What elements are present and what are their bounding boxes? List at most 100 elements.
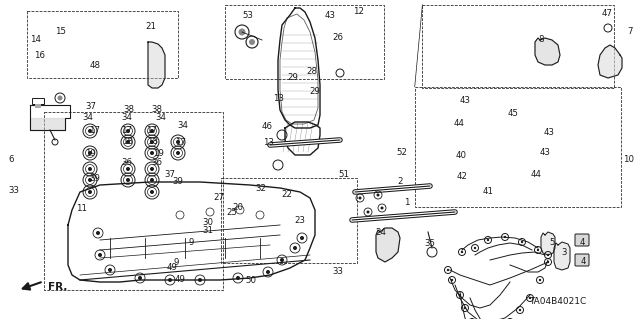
Text: 44: 44 (531, 170, 542, 179)
Circle shape (519, 309, 521, 311)
Bar (415, 87, 621, 207)
Text: 37: 37 (164, 170, 175, 179)
Text: 10: 10 (623, 155, 634, 164)
Circle shape (249, 39, 255, 45)
Text: 9: 9 (173, 258, 179, 267)
Text: 49: 49 (166, 263, 177, 272)
Text: 14: 14 (29, 35, 41, 44)
Text: 39: 39 (173, 177, 183, 186)
Circle shape (58, 95, 63, 100)
Text: 18: 18 (122, 137, 134, 146)
Text: 3: 3 (562, 248, 567, 256)
Text: 39: 39 (90, 174, 100, 182)
Text: 5: 5 (549, 238, 554, 247)
Text: 13: 13 (273, 94, 284, 103)
Circle shape (88, 190, 92, 194)
Text: 36: 36 (151, 158, 163, 167)
Text: 17: 17 (175, 138, 186, 147)
Text: 43: 43 (540, 148, 551, 157)
Circle shape (474, 247, 476, 249)
Circle shape (464, 307, 466, 309)
Text: 29: 29 (310, 87, 320, 96)
Circle shape (176, 140, 180, 144)
Text: 32: 32 (255, 184, 267, 193)
Text: 37: 37 (85, 102, 97, 111)
Polygon shape (541, 232, 555, 255)
Text: 43: 43 (459, 96, 470, 105)
Text: 30: 30 (202, 218, 214, 227)
Circle shape (126, 178, 130, 182)
Text: 19: 19 (86, 149, 96, 158)
Circle shape (150, 129, 154, 133)
Circle shape (126, 129, 130, 133)
Polygon shape (148, 42, 165, 88)
Polygon shape (376, 228, 400, 262)
Text: 38: 38 (151, 105, 163, 114)
Circle shape (293, 246, 297, 250)
Text: 11: 11 (76, 204, 88, 213)
Text: 34: 34 (156, 113, 167, 122)
Text: 29: 29 (288, 73, 298, 82)
Text: 46: 46 (262, 122, 273, 131)
Bar (422, 5, 614, 88)
Circle shape (98, 253, 102, 257)
Text: 36: 36 (121, 158, 132, 167)
Text: 51: 51 (339, 170, 350, 179)
Text: 17: 17 (146, 126, 157, 135)
Circle shape (150, 178, 154, 182)
FancyBboxPatch shape (575, 254, 589, 266)
Text: 31: 31 (202, 226, 214, 235)
Text: 40: 40 (455, 151, 467, 160)
Bar (225, 5, 384, 79)
Text: 7: 7 (628, 27, 633, 36)
Text: 43: 43 (543, 128, 555, 137)
Text: 17: 17 (121, 126, 132, 135)
Text: 49: 49 (175, 275, 186, 284)
Text: 38: 38 (124, 105, 135, 114)
Text: 52: 52 (396, 148, 408, 157)
Text: 47: 47 (601, 9, 612, 18)
Circle shape (504, 236, 506, 238)
Polygon shape (535, 38, 560, 65)
Circle shape (451, 279, 453, 281)
Text: 16: 16 (34, 51, 45, 60)
Circle shape (168, 278, 172, 282)
Text: 33: 33 (332, 267, 344, 276)
Text: 53: 53 (243, 11, 254, 20)
Circle shape (487, 239, 489, 241)
Text: 25: 25 (226, 208, 237, 217)
Circle shape (108, 268, 112, 272)
Circle shape (461, 251, 463, 253)
Circle shape (358, 197, 362, 199)
Circle shape (88, 151, 92, 155)
Text: 6: 6 (9, 155, 14, 164)
Text: 17: 17 (89, 126, 100, 135)
Circle shape (537, 249, 540, 251)
Text: 33: 33 (8, 186, 20, 195)
Text: 34: 34 (121, 113, 132, 122)
Bar (221, 178, 357, 263)
Circle shape (138, 276, 142, 280)
Circle shape (300, 236, 304, 240)
Text: 27: 27 (213, 193, 225, 202)
Text: 43: 43 (324, 11, 335, 20)
Text: 9: 9 (188, 238, 193, 247)
Circle shape (96, 231, 100, 235)
Circle shape (150, 140, 154, 144)
Circle shape (529, 297, 531, 299)
Circle shape (126, 167, 130, 171)
Circle shape (381, 206, 383, 210)
Circle shape (239, 28, 246, 35)
Text: 44: 44 (454, 119, 465, 128)
Text: 41: 41 (482, 187, 493, 196)
Text: 4: 4 (580, 238, 585, 247)
Text: 12: 12 (353, 7, 364, 16)
Polygon shape (554, 242, 570, 270)
Circle shape (88, 178, 92, 182)
Text: TA04B4021C: TA04B4021C (529, 297, 587, 306)
Text: 35: 35 (424, 239, 436, 248)
Text: 34: 34 (177, 121, 188, 130)
Circle shape (539, 279, 541, 281)
Text: 19: 19 (154, 149, 164, 158)
Bar (32, 98, 44, 104)
